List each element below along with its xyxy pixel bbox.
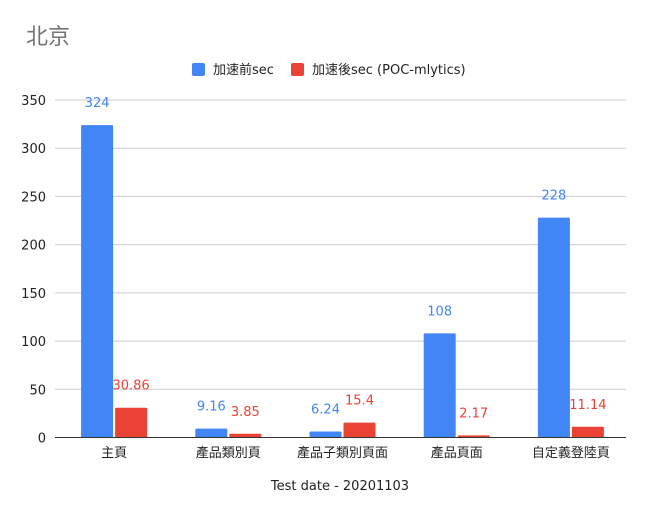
x-axis-categories: 主頁 產品類別頁 產品子類別頁面 產品頁面 自定義登陸頁 — [101, 445, 610, 461]
x-axis-title: Test date - 20201103 — [270, 479, 409, 494]
bars — [81, 125, 604, 438]
legend-label-before: 加速前sec — [213, 62, 274, 78]
chart-title: 北京 — [26, 25, 70, 50]
gridlines — [55, 99, 626, 390]
category-label: 自定義登陸頁 — [532, 445, 610, 461]
data-label-after: 11.14 — [569, 398, 606, 413]
data-label-after: 3.85 — [231, 405, 260, 420]
y-tick-label: 250 — [21, 190, 46, 205]
data-label-after: 15.4 — [345, 394, 374, 409]
y-tick-label: 0 — [38, 432, 46, 447]
bar-after — [457, 435, 490, 438]
data-label-before: 9.16 — [197, 400, 226, 415]
legend-swatch-before — [192, 63, 205, 76]
data-label-after: 30.86 — [112, 379, 149, 394]
legend-swatch-after — [291, 63, 304, 76]
y-tick-label: 100 — [21, 335, 46, 350]
category-label: 主頁 — [101, 446, 127, 461]
bar-after — [571, 426, 604, 438]
y-tick-label: 350 — [21, 94, 46, 109]
bar-after — [343, 422, 376, 438]
y-tick-label: 150 — [21, 287, 46, 302]
data-label-before: 324 — [85, 96, 110, 111]
category-label: 產品子類別頁面 — [297, 445, 388, 461]
bar-after — [229, 433, 262, 438]
data-label-before: 108 — [427, 304, 452, 319]
y-tick-label: 200 — [21, 239, 46, 254]
y-axis-ticks: 0 50 100 150 200 250 300 350 — [21, 94, 46, 447]
y-tick-label: 300 — [21, 142, 46, 157]
legend-label-after: 加速後sec (POC-mlytics) — [312, 63, 466, 78]
bar-before — [309, 431, 342, 438]
data-labels: 324 30.86 9.16 3.85 6.24 15.4 108 2.17 228 11.14 — [85, 96, 607, 421]
y-tick-label: 50 — [29, 383, 46, 398]
category-label: 產品頁面 — [431, 445, 483, 461]
bar-after — [115, 407, 148, 438]
data-label-after: 2.17 — [459, 406, 488, 421]
data-label-before: 228 — [541, 189, 566, 204]
bar-before — [195, 428, 228, 438]
bar-before — [537, 217, 570, 438]
bar-before — [423, 333, 456, 438]
legend: 加速前sec 加速後sec (POC-mlytics) — [192, 62, 466, 78]
data-label-before: 6.24 — [311, 402, 340, 417]
bar-before — [81, 125, 114, 438]
category-label: 產品類別頁 — [196, 445, 261, 461]
